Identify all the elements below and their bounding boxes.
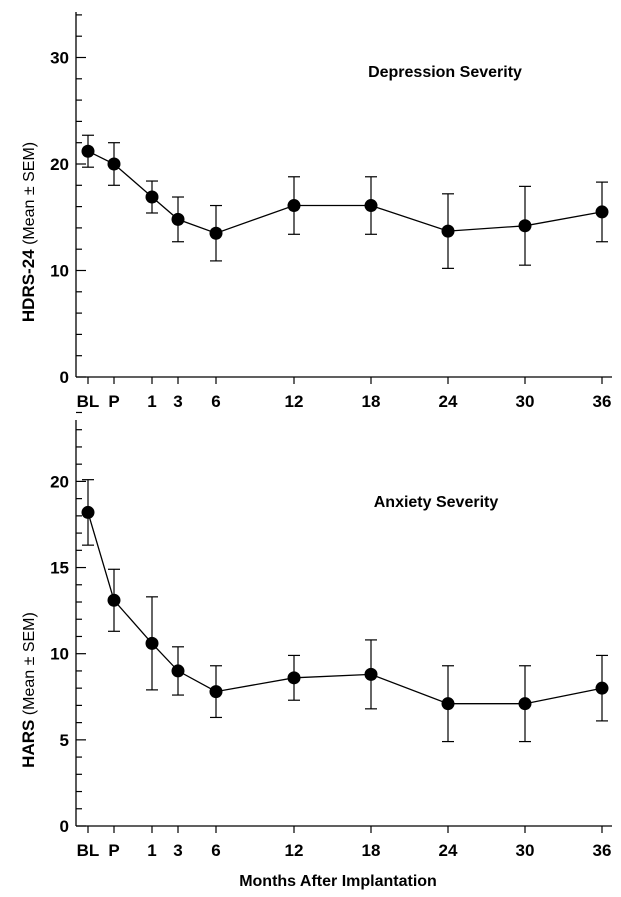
depression-data-point — [107, 157, 121, 171]
anxiety-data-point — [81, 505, 95, 519]
anxiety-x-tick-label: 30 — [516, 841, 535, 860]
anxiety-title: Anxiety Severity — [374, 494, 499, 511]
depression-x-tick-label: 3 — [173, 392, 182, 411]
anxiety-data-point — [364, 667, 378, 681]
anxiety-data-point — [171, 664, 185, 678]
depression-data-point — [145, 190, 159, 204]
anxiety-x-tick-label: 1 — [147, 841, 156, 860]
anxiety-x-tick-label: BL — [77, 841, 100, 860]
depression-series-line — [87, 150, 603, 234]
depression-series — [81, 134, 609, 269]
depression-x-tick-label: 36 — [593, 392, 612, 411]
anxiety-data-point — [441, 697, 455, 711]
anxiety-series-line — [87, 512, 603, 705]
depression-y-tick-label: 10 — [50, 262, 69, 281]
anxiety-x-tick-label: 18 — [362, 841, 381, 860]
depression-y-tick-label: 0 — [60, 368, 69, 387]
anxiety-data-point — [518, 697, 532, 711]
anxiety-y-axis-title-rest: (Mean ± SEM) — [21, 612, 38, 719]
anxiety-series — [81, 479, 609, 743]
anxiety-data-point — [595, 681, 609, 695]
depression-data-point — [518, 219, 532, 233]
depression-data-point — [287, 199, 301, 213]
anxiety-x-tick-label: 6 — [211, 841, 220, 860]
depression-title: Depression Severity — [368, 64, 522, 81]
depression-data-point — [171, 212, 185, 226]
depression-x-tick-label: 6 — [211, 392, 220, 411]
anxiety-y-tick-label: 15 — [50, 559, 69, 578]
depression-data-point — [364, 199, 378, 213]
depression-y-axis-title-bold: HDRS-24 — [19, 249, 38, 322]
depression-y-tick-label: 30 — [50, 49, 69, 68]
anxiety-x-tick-label: 36 — [593, 841, 612, 860]
depression-y-tick-label: 20 — [50, 155, 69, 174]
anxiety-y-tick-label: 0 — [60, 817, 69, 836]
anxiety-x-tick-label: 24 — [439, 841, 458, 860]
anxiety-data-point — [145, 636, 159, 650]
anxiety-data-point — [107, 593, 121, 607]
depression-data-point — [209, 226, 223, 240]
depression-x-tick-label: 30 — [516, 392, 535, 411]
anxiety-x-axis-title: Months After Implantation — [239, 873, 437, 890]
anxiety-y-tick-label: 20 — [50, 472, 69, 491]
anxiety-x-tick-label: P — [108, 841, 119, 860]
anxiety-x-tick-label: 12 — [285, 841, 304, 860]
anxiety-y-tick-label: 10 — [50, 645, 69, 664]
anxiety-data-point — [209, 685, 223, 699]
depression-data-point — [595, 205, 609, 219]
depression-x-tick-label: 18 — [362, 392, 381, 411]
anxiety-data-point — [287, 671, 301, 685]
anxiety-y-tick-label: 5 — [60, 731, 69, 750]
depression-x-tick-label: 24 — [439, 392, 458, 411]
depression-y-axis-title: HDRS-24 (Mean ± SEM) — [19, 142, 38, 322]
depression-x-tick-label: 1 — [147, 392, 156, 411]
depression-data-point — [441, 224, 455, 238]
depression-x-tick-label: P — [108, 392, 119, 411]
depression-y-axis-title-rest: (Mean ± SEM) — [21, 142, 38, 249]
anxiety-y-axis-title-bold: HARS — [19, 720, 38, 768]
depression-x-tick-label: 12 — [285, 392, 304, 411]
anxiety-y-axis-title: HARS (Mean ± SEM) — [19, 612, 38, 768]
anxiety-x-tick-label: 3 — [173, 841, 182, 860]
depression-x-tick-label: BL — [77, 392, 100, 411]
depression-data-point — [81, 144, 95, 158]
